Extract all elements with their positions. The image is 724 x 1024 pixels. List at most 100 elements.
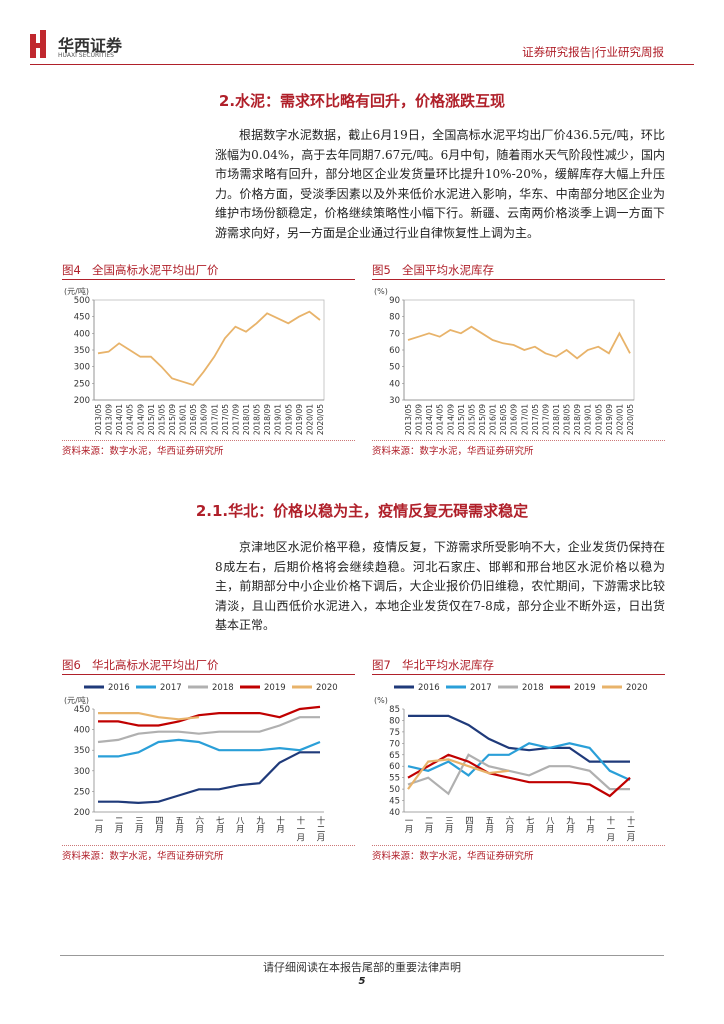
x-tick-label: 2017/09 bbox=[541, 404, 550, 435]
figure-label: 图7 bbox=[372, 658, 391, 672]
y-tick-label: 200 bbox=[74, 396, 90, 406]
x-tick-label: 四月 bbox=[464, 816, 474, 834]
y-tick-label: 55 bbox=[389, 774, 400, 784]
x-tick-label: 2018/01 bbox=[242, 404, 251, 435]
x-tick-label: 四月 bbox=[154, 816, 164, 834]
x-tick-label: 2017/09 bbox=[231, 404, 240, 435]
y-axis-label: (%) bbox=[374, 287, 388, 296]
source-rule bbox=[62, 845, 355, 846]
figure-title: 华北高标水泥平均出厂价 bbox=[92, 658, 219, 672]
series-line bbox=[98, 705, 321, 727]
y-tick-label: 75 bbox=[389, 728, 400, 738]
y-tick-label: 350 bbox=[74, 346, 90, 356]
header-rule bbox=[30, 64, 694, 65]
chart: (元/吨) 200 250 300 350 400 450 一月 二月 三月 四月 五月 六月 七月 八月九… bbox=[64, 683, 338, 842]
report-type: 证券研究报告|行业研究周报 bbox=[522, 45, 664, 59]
y-tick-label: 350 bbox=[74, 746, 90, 756]
figure-label: 图4 bbox=[62, 263, 81, 277]
legend-label: 2018 bbox=[212, 683, 234, 693]
x-tick-label: 2015/09 bbox=[168, 404, 177, 435]
figure-source: 资料来源：数字水泥，华西证券研究所 bbox=[372, 851, 534, 862]
x-tick-label: 五月 bbox=[484, 816, 494, 834]
x-tick-label: 十月 bbox=[275, 815, 285, 834]
paragraph: 根据数字水泥数据，截止6月19日，全国高标水泥平均出厂价436.5元/吨，环比涨… bbox=[215, 128, 665, 240]
x-tick-label: 一月 bbox=[93, 816, 103, 834]
x-tick-label: 十二月 bbox=[315, 815, 325, 842]
section-heading: 2.1.华北：价格以稳为主，疫情反复无碍需求稳定 bbox=[195, 502, 529, 520]
caption-rule bbox=[372, 279, 665, 280]
legend-label: 2018 bbox=[522, 683, 544, 693]
y-axis-label: (元/吨) bbox=[64, 695, 89, 705]
legend-label: 2017 bbox=[470, 683, 492, 693]
y-tick-label: 200 bbox=[74, 808, 90, 818]
series-line bbox=[97, 716, 320, 744]
y-tick-label: 250 bbox=[74, 379, 90, 389]
legend-label: 2016 bbox=[418, 683, 440, 693]
legend-label: 2020 bbox=[316, 683, 338, 693]
x-tick-label: 2017/01 bbox=[210, 404, 219, 435]
x-tick-label: 2013/09 bbox=[415, 404, 424, 435]
y-axis-label: (元/吨) bbox=[64, 286, 89, 296]
y-tick-label: 65 bbox=[389, 751, 400, 761]
y-tick-label: 450 bbox=[74, 705, 90, 715]
series-line bbox=[407, 753, 630, 796]
y-tick-label: 400 bbox=[74, 726, 90, 736]
x-tick-label: 2020/01 bbox=[615, 404, 624, 435]
x-tick-label: 2018/09 bbox=[573, 404, 582, 435]
figure-source: 资料来源：数字水泥，华西证券研究所 bbox=[372, 446, 534, 457]
x-tick-label: 2018/01 bbox=[552, 404, 561, 435]
legend-label: 2016 bbox=[108, 683, 130, 693]
x-tick-label: 2016/01 bbox=[489, 404, 498, 435]
figure-title: 华北平均水泥库存 bbox=[402, 658, 494, 672]
x-tick-label: 2014/05 bbox=[436, 404, 445, 435]
legend-label: 2019 bbox=[264, 683, 286, 693]
figure-label: 图6 bbox=[62, 658, 81, 672]
x-tick-label: 九月 bbox=[564, 816, 574, 834]
x-tick-label: 2015/01 bbox=[147, 404, 156, 435]
caption-rule bbox=[62, 674, 355, 675]
source-rule bbox=[372, 440, 665, 441]
x-tick-label: 2020/05 bbox=[316, 404, 325, 435]
y-tick-label: 450 bbox=[74, 313, 90, 323]
legend-label: 2020 bbox=[626, 683, 648, 693]
x-tick-label: 六月 bbox=[504, 815, 514, 834]
x-tick-label: 十月 bbox=[585, 815, 595, 834]
x-tick-label: 2016/09 bbox=[510, 404, 519, 435]
x-tick-label: 六月 bbox=[194, 815, 204, 834]
y-tick-label: 40 bbox=[389, 808, 400, 818]
x-tick-label: 2019/09 bbox=[605, 404, 614, 435]
page-number: 5 bbox=[358, 976, 366, 987]
y-tick-label: 80 bbox=[389, 716, 400, 726]
figure-source: 资料来源：数字水泥，华西证券研究所 bbox=[62, 851, 224, 862]
x-tick-label: 2013/05 bbox=[404, 404, 413, 435]
y-tick-label: 85 bbox=[389, 705, 400, 715]
source-rule bbox=[62, 440, 355, 441]
logo bbox=[30, 30, 46, 58]
source-rule bbox=[372, 845, 665, 846]
y-tick-label: 300 bbox=[74, 767, 90, 777]
x-tick-label: 五月 bbox=[174, 816, 184, 834]
x-tick-label: 2015/09 bbox=[478, 404, 487, 435]
figure-label: 图5 bbox=[372, 263, 391, 277]
x-tick-label: 2014/01 bbox=[425, 404, 434, 435]
x-tick-label: 2019/05 bbox=[284, 404, 293, 435]
paragraph: 京津地区水泥价格平稳，疫情反复，下游需求所受影响不大，企业发货仍保持在8成左右，… bbox=[215, 540, 665, 632]
x-tick-label: 2016/05 bbox=[189, 404, 198, 435]
x-tick-label: 七月 bbox=[214, 816, 224, 834]
x-tick-label: 2015/01 bbox=[457, 404, 466, 435]
series-line bbox=[407, 325, 631, 360]
x-tick-label: 2019/01 bbox=[584, 404, 593, 435]
x-tick-label: 2016/05 bbox=[499, 404, 508, 435]
x-tick-label: 2018/05 bbox=[563, 404, 572, 435]
x-tick-label: 2015/05 bbox=[157, 404, 166, 435]
company: 华西证券 bbox=[58, 36, 123, 55]
y-tick-label: 70 bbox=[389, 739, 400, 749]
x-tick-label: 十一月 bbox=[605, 815, 615, 842]
section-heading: 2.水泥：需求环比略有回升，价格涨跌互现 bbox=[218, 92, 506, 110]
plot-frame bbox=[403, 299, 635, 401]
x-tick-label: 三月 bbox=[443, 816, 453, 834]
footer-rule bbox=[60, 955, 664, 956]
chart: (%) 4045 5055 6065 7075 8085 一月 二月 三月 四月 五月 六月 七月 八月九… bbox=[374, 683, 648, 842]
